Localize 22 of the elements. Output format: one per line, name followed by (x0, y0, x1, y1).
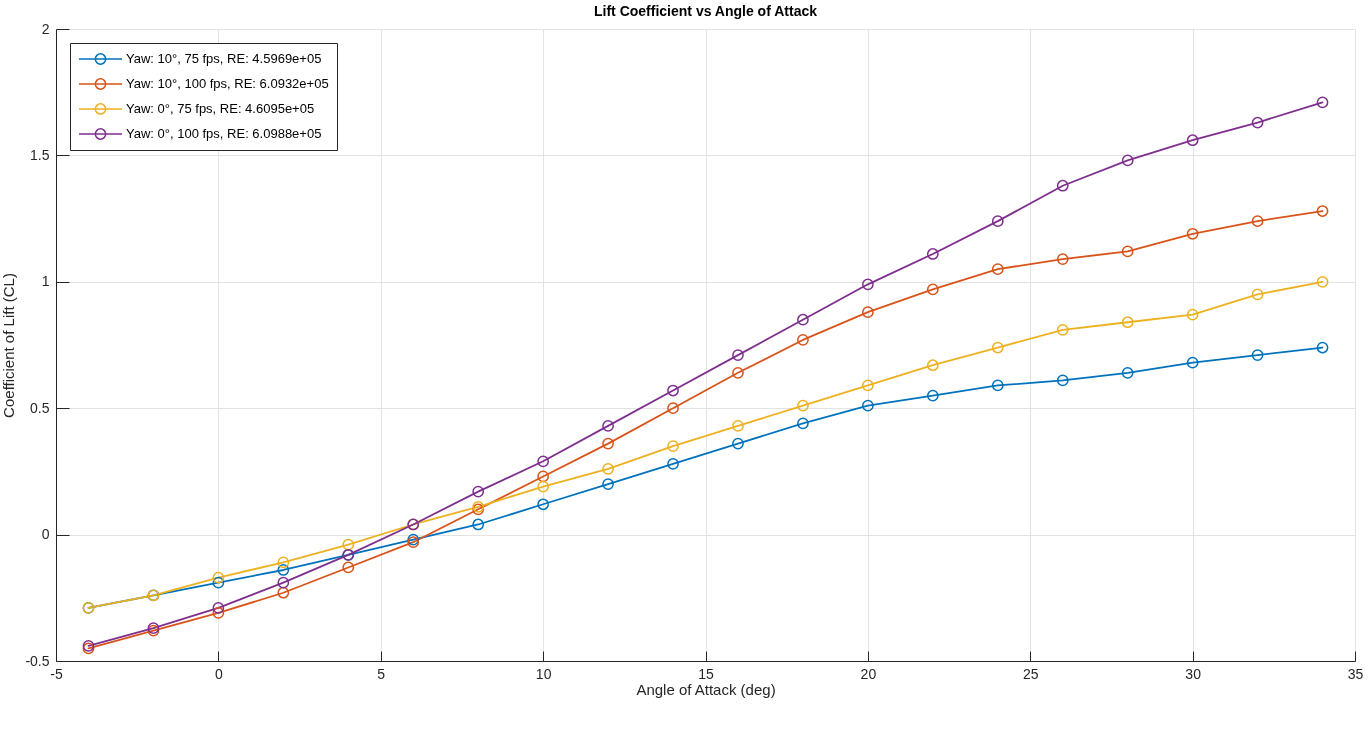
y-tick-label: 0 (41, 526, 50, 543)
y-axis-title: Coefficient of Lift (CL) (0, 273, 18, 418)
x-tick-label: 20 (860, 665, 877, 682)
x-tick-label: 15 (698, 665, 714, 682)
x-tick-label: 0 (214, 665, 223, 682)
x-axis-title: Angle of Attack (deg) (636, 680, 776, 698)
x-tick-label: 30 (1185, 665, 1202, 682)
chart-title: Lift Coefficient vs Angle of Attack (594, 3, 818, 19)
legend-label: Yaw: 10°, 100 fps, RE: 6.0932e+05 (126, 76, 329, 91)
x-tick-label: -5 (50, 665, 63, 682)
legend-label: Yaw: 0°, 75 fps, RE: 4.6095e+05 (126, 101, 315, 116)
legend-label: Yaw: 0°, 100 fps, RE: 6.0988e+05 (126, 126, 322, 141)
x-tick-label: 25 (1022, 665, 1039, 682)
x-tick-label: 10 (535, 665, 552, 682)
y-tick-label: 1.5 (30, 146, 50, 163)
legend-label: Yaw: 10°, 75 fps, RE: 4.5969e+05 (126, 51, 322, 66)
y-tick-label: 1 (41, 273, 50, 290)
x-tick-label: 5 (377, 665, 386, 682)
y-tick-label: 0.5 (30, 399, 50, 416)
y-tick-label: 2 (41, 20, 50, 37)
y-tick-label: -0.5 (25, 652, 50, 669)
x-tick-label: 35 (1347, 665, 1364, 682)
